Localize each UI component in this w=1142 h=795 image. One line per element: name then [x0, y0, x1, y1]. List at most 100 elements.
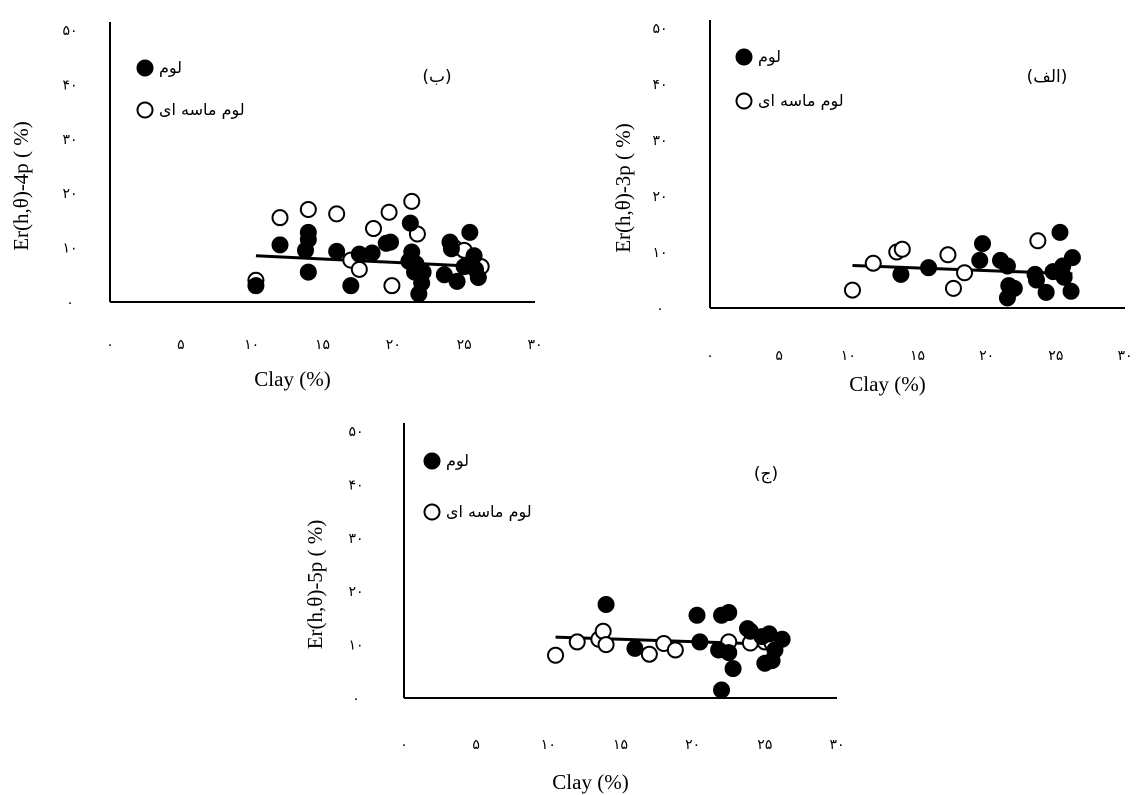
panel-label: (ج) — [754, 464, 778, 484]
loam-point — [342, 277, 360, 295]
loam-point — [271, 236, 289, 254]
y-tick-label: ۵۰ — [348, 424, 363, 440]
y-tick-label: ۳۰ — [652, 133, 667, 149]
legend-marker-loam — [423, 452, 441, 470]
y-tick-label: ۱۰ — [62, 241, 77, 257]
x-tick-label: ۲۰ — [386, 337, 401, 353]
loam-point — [1027, 271, 1045, 289]
loam-point — [626, 639, 644, 657]
scatter-chart-b: ۰ ۵ ۱۰ ۱۵ ۲۰ ۲۵ ۳۰ ۰ ۱۰ ۲۰ ۳۰ ۴۰ ۵۰ Clay (%) Er(h,θ)-4… — [9, 22, 543, 391]
legend-label-sandy-loam: لوم ماسه ای — [446, 502, 532, 522]
y-tick-label: ۱۰ — [348, 638, 363, 654]
loam-point — [1055, 268, 1073, 286]
loam-point — [414, 263, 432, 281]
legend-label-sandy-loam: لوم ماسه ای — [758, 91, 844, 111]
loam-point — [328, 242, 346, 260]
sandy-loam-point — [893, 240, 911, 258]
sandy-loam-point — [328, 205, 346, 223]
x-tick-label: ۰ — [106, 337, 114, 353]
x-tick-label: ۲۵ — [457, 337, 472, 353]
legend-marker-sandy-loam — [735, 92, 753, 110]
scatter-chart-jim: ۰ ۵ ۱۰ ۱۵ ۲۰ ۲۵ ۳۰ ۰ ۱۰ ۲۰ ۳۰ ۴۰ ۵۰ Clay (%) Er(h,θ)-5… — [303, 423, 845, 794]
legend-label-loam: لوم — [159, 58, 182, 78]
scatter-chart-alef: ۰ ۵ ۱۰ ۱۵ ۲۰ ۲۵ ۳۰ ۰ ۱۰ ۲۰ ۳۰ ۴۰ ۵۰ Clay (%) Er(h,θ)-3… — [611, 20, 1133, 396]
sandy-loam-point — [403, 192, 421, 210]
legend-label-loam: لوم — [758, 47, 781, 67]
x-tick-label: ۳۰ — [527, 337, 542, 353]
loam-point — [892, 265, 910, 283]
sandy-loam-point — [864, 254, 882, 272]
y-tick-label: ۳۰ — [62, 132, 77, 148]
x-tick-label: ۵ — [472, 737, 480, 753]
panel-jim: ۰ ۵ ۱۰ ۱۵ ۲۰ ۲۵ ۳۰ ۰ ۱۰ ۲۰ ۳۰ ۴۰ ۵۰ Clay (%) Er(h,θ)-5… — [292, 403, 862, 795]
x-tick-label: ۱۵ — [315, 337, 330, 353]
x-tick-label: ۵ — [775, 348, 783, 364]
loam-point — [1005, 279, 1023, 297]
x-tick-label: ۵ — [177, 337, 185, 353]
loam-point — [724, 660, 742, 678]
y-tick-label: ۰ — [66, 295, 74, 311]
y-tick-label: ۰ — [352, 691, 360, 707]
x-tick-label: ۱۰ — [244, 337, 259, 353]
y-tick-label: ۵۰ — [652, 21, 667, 37]
x-tick-label: ۰ — [706, 348, 714, 364]
sandy-loam-point — [666, 641, 684, 659]
x-tick-label: ۰ — [400, 737, 408, 753]
loam-point — [1051, 223, 1069, 241]
y-tick-label: ۰ — [656, 301, 664, 317]
loam-point — [713, 681, 731, 699]
loam-point — [974, 235, 992, 253]
loam-point — [971, 251, 989, 269]
y-tick-label: ۲۰ — [62, 186, 77, 202]
loam-point — [363, 244, 381, 262]
legend-marker-sandy-loam — [423, 503, 441, 521]
loam-point — [597, 596, 615, 614]
y-tick-label: ۲۰ — [652, 189, 667, 205]
y-tick-label: ۴۰ — [348, 477, 363, 493]
loam-point — [1062, 282, 1080, 300]
loam-point — [1063, 249, 1081, 267]
loam-point — [401, 214, 419, 232]
legend-marker-loam — [136, 59, 154, 77]
sandy-loam-point — [597, 636, 615, 654]
loam-point — [688, 606, 706, 624]
loam-point — [720, 644, 738, 662]
x-axis-label: Clay (%) — [254, 367, 330, 391]
y-axis-label: Er(h,θ)-4p ( %) — [9, 121, 33, 251]
x-tick-label: ۲۰ — [685, 737, 700, 753]
sandy-loam-point — [568, 633, 586, 651]
y-tick-label: ۲۰ — [348, 584, 363, 600]
legend-label-sandy-loam: لوم ماسه ای — [159, 100, 245, 120]
sandy-loam-point — [350, 260, 368, 278]
x-tick-label: ۱۵ — [613, 737, 628, 753]
loam-point — [299, 263, 317, 281]
sandy-loam-point — [640, 645, 658, 663]
y-tick-label: ۵۰ — [62, 23, 77, 39]
sandy-loam-point — [383, 277, 401, 295]
loam-point — [920, 259, 938, 277]
panel-alef: ۰ ۵ ۱۰ ۱۵ ۲۰ ۲۵ ۳۰ ۰ ۱۰ ۲۰ ۳۰ ۴۰ ۵۰ Clay (%) Er(h,θ)-3… — [600, 0, 1142, 400]
legend-label-loam: لوم — [446, 451, 469, 471]
loam-point — [461, 223, 479, 241]
loam-point — [469, 269, 487, 287]
x-axis-label: Clay (%) — [849, 372, 925, 396]
panel-label: (الف) — [1027, 67, 1068, 87]
x-tick-label: ۱۵ — [910, 348, 925, 364]
y-tick-label: ۳۰ — [348, 531, 363, 547]
sandy-loam-point — [380, 203, 398, 221]
legend-marker-sandy-loam — [136, 101, 154, 119]
y-axis-label: Er(h,θ)-5p ( %) — [303, 520, 327, 650]
sandy-loam-point — [1029, 232, 1047, 250]
loam-point — [448, 272, 466, 290]
panel-b: ۰ ۵ ۱۰ ۱۵ ۲۰ ۲۵ ۳۰ ۰ ۱۰ ۲۰ ۳۰ ۴۰ ۵۰ Clay (%) Er(h,θ)-4… — [0, 0, 570, 400]
x-axis-label: Clay (%) — [552, 770, 628, 794]
y-tick-label: ۴۰ — [62, 77, 77, 93]
sandy-loam-point — [365, 220, 382, 238]
trendline — [255, 254, 482, 269]
loam-point — [247, 277, 265, 295]
y-tick-label: ۴۰ — [652, 77, 667, 93]
sandy-loam-point — [547, 646, 565, 664]
x-tick-label: ۳۰ — [1117, 348, 1132, 364]
x-tick-label: ۱۰ — [841, 348, 856, 364]
loam-point — [377, 234, 395, 252]
